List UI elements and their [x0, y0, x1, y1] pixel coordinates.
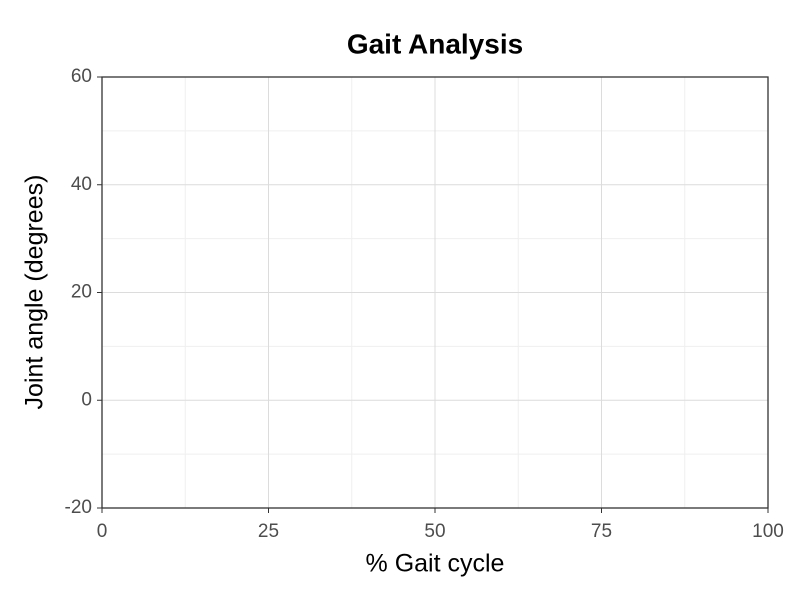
- x-tick-label: 25: [258, 521, 279, 542]
- x-tick-label: 100: [752, 521, 784, 542]
- y-tick-label: 60: [71, 66, 92, 87]
- y-tick-label: 0: [81, 389, 92, 410]
- x-tick-label: 0: [97, 521, 108, 542]
- y-tick-label: 40: [71, 174, 92, 195]
- x-tick-label: 50: [424, 521, 445, 542]
- plot-frame: [101, 76, 769, 509]
- x-axis-label: % Gait cycle: [366, 550, 505, 578]
- y-tick-label: -20: [65, 497, 92, 518]
- y-axis-label: Joint angle (degrees): [21, 175, 49, 410]
- y-tick-label: 20: [71, 282, 92, 303]
- x-tick-label: 75: [591, 521, 612, 542]
- chart-title: Gait Analysis: [347, 28, 523, 59]
